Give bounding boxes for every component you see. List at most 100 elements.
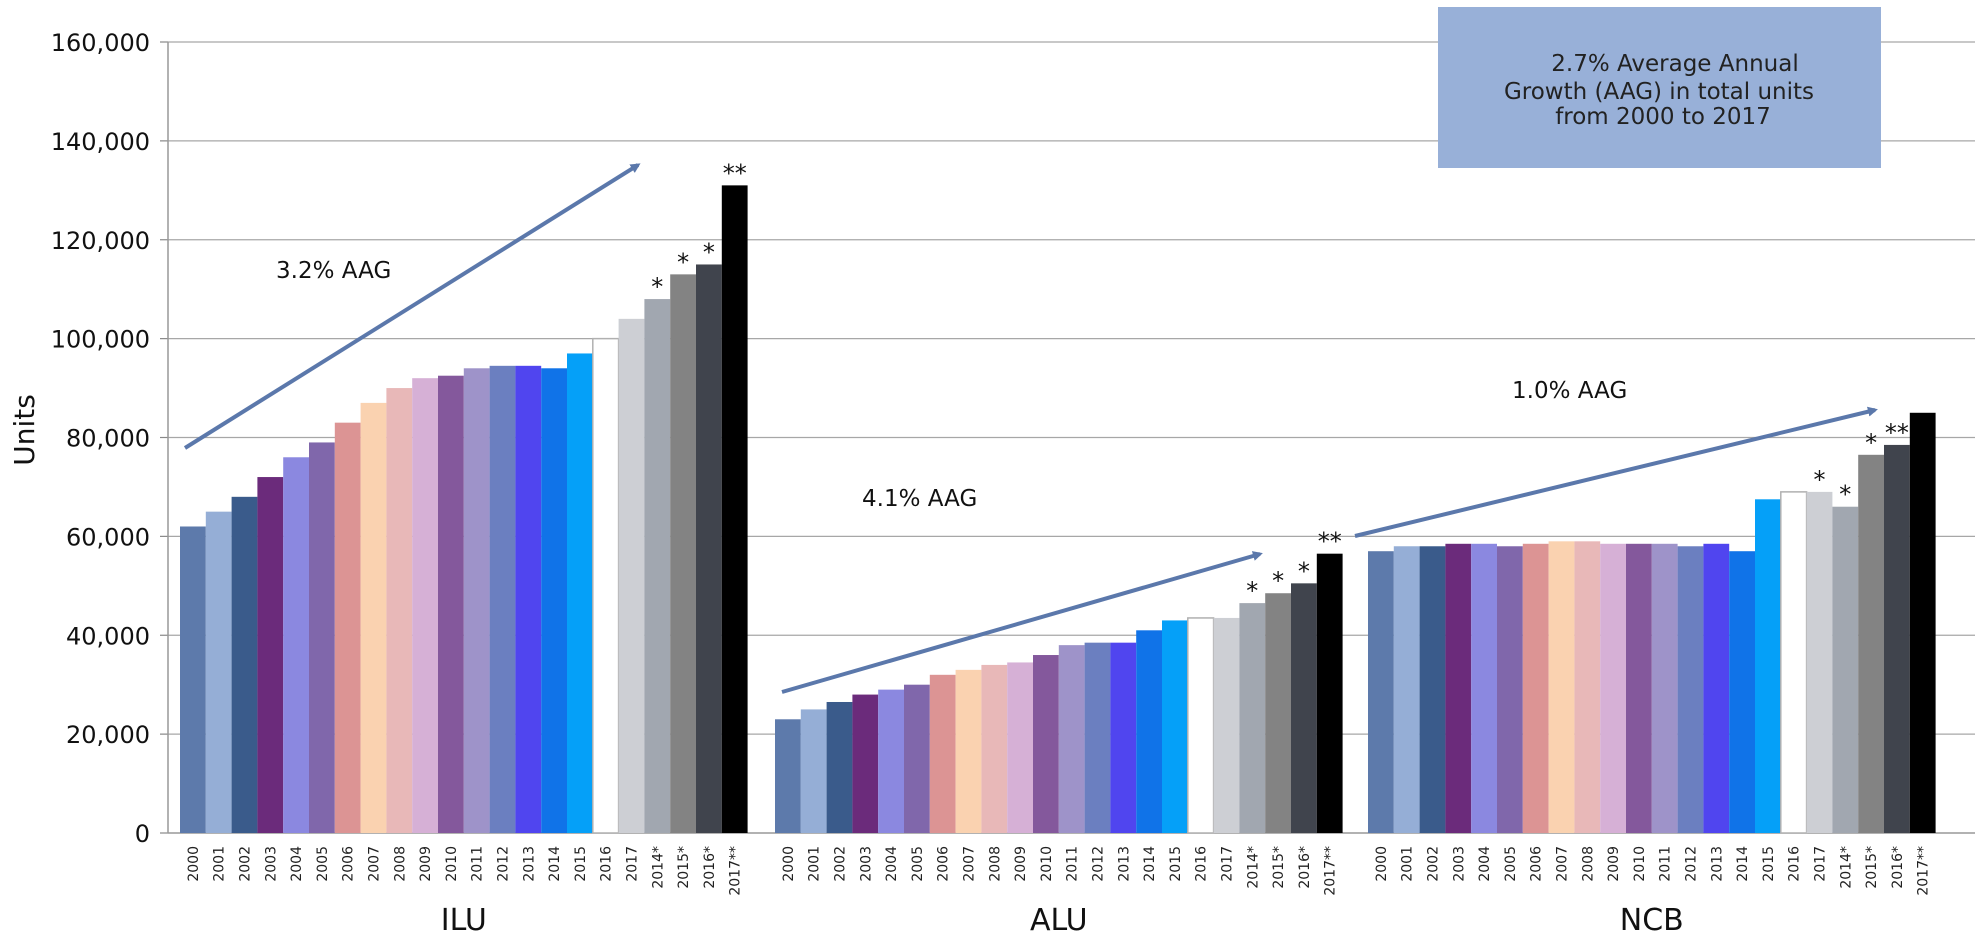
bar-ncb-2011 [1651, 543, 1678, 833]
bar-alu-2017ss [1316, 553, 1343, 833]
category-label: 2015* [1864, 846, 1880, 889]
bar-marker: ** [1885, 419, 1909, 447]
bar-ilu-2014s [644, 299, 671, 833]
bar-ncb-2013 [1703, 543, 1730, 833]
category-label: 2005 [910, 846, 926, 882]
group-label-ilu: ILU [441, 903, 487, 938]
bar-alu-2009 [1007, 662, 1033, 833]
bar-ilu-2017ss [721, 185, 748, 833]
category-label: 2015* [676, 846, 692, 889]
group-label-alu: ALU [1030, 903, 1088, 938]
category-label: 2000 [1374, 846, 1390, 882]
bar-alu-2001 [800, 709, 827, 833]
bar-marker: ** [723, 159, 747, 187]
bar-ncb-2005 [1497, 546, 1523, 833]
category-label: 2007 [1555, 846, 1571, 882]
bar-marker: * [1246, 577, 1258, 605]
category-label: 2010 [1039, 846, 1055, 882]
bar-ilu-2009 [412, 378, 438, 833]
bar-alu-2014 [1136, 630, 1162, 833]
y-tick-label: 60,000 [66, 523, 150, 551]
bar-ncb-2015 [1755, 499, 1781, 833]
category-label: 2009 [418, 846, 434, 882]
bar-ilu-2003 [257, 477, 284, 833]
category-label: 2014 [547, 846, 563, 882]
category-label: 2009 [1606, 846, 1622, 882]
bars [180, 185, 1936, 834]
bar-alu-2002 [826, 701, 853, 833]
ncb-growth-annotation: 1.0% AAG [1512, 378, 1627, 404]
bar-ilu-2000 [180, 526, 206, 833]
category-label: 2016* [1890, 846, 1906, 889]
category-label: 2008 [392, 846, 408, 882]
category-label: 2010 [444, 846, 460, 882]
y-tick-label: 80,000 [66, 425, 150, 453]
y-tick-label: 120,000 [51, 227, 150, 255]
bar-ncb-2010 [1626, 543, 1652, 833]
category-label: 2011 [470, 846, 486, 882]
bar-ncb-2017 [1806, 491, 1833, 833]
bar-ilu-2010 [438, 375, 464, 833]
y-tick-label: 100,000 [51, 326, 150, 354]
bar-ilu-2011 [463, 368, 490, 833]
category-label: 2013 [1116, 846, 1132, 882]
category-label: 2005 [1503, 846, 1519, 882]
bar-ilu-2008 [386, 388, 413, 833]
category-label: 2001 [212, 846, 228, 882]
alu-growth-annotation: 4.1% AAG [862, 486, 977, 512]
category-label: 2002 [833, 846, 849, 882]
bar-marker: * [651, 273, 663, 301]
bar-marker: * [677, 248, 689, 276]
bar-ilu-2005 [309, 442, 335, 833]
bar-ilu-2015 [567, 353, 593, 833]
category-label: 2016* [1297, 846, 1313, 889]
category-label: 2002 [238, 846, 254, 882]
bar-alu-2003 [852, 694, 879, 833]
y-axis-label: Units [8, 394, 41, 466]
category-label: 2006 [1529, 846, 1545, 882]
bar-marker: ** [1318, 528, 1342, 556]
category-label: 2008 [1580, 846, 1596, 882]
y-tick-label: 40,000 [66, 622, 150, 650]
category-label: 2014 [1142, 846, 1158, 882]
bar-ilu-2004 [283, 457, 309, 833]
bar-alu-2014s [1239, 603, 1266, 833]
bar-alu-2012 [1084, 642, 1111, 833]
y-tick-label: 140,000 [51, 128, 150, 156]
summary-box: 2.7% Average Annual Growth (AAG) in tota… [1438, 7, 1881, 168]
bar-ncb-2014 [1729, 551, 1755, 833]
bar-ilu-2016s [696, 264, 722, 833]
category-label: 2001 [1400, 846, 1416, 882]
bar-ncb-2000 [1368, 551, 1394, 833]
category-label: 2010 [1632, 846, 1648, 882]
bar-marker: * [1814, 466, 1826, 494]
bar-marker: * [1839, 481, 1851, 509]
category-label: 2017** [1323, 846, 1339, 896]
category-label: 2011 [1658, 846, 1674, 882]
category-label: 2014* [1838, 846, 1854, 889]
bar-ncb-2014s [1832, 506, 1859, 833]
ilu-growth-arrow [183, 163, 641, 450]
category-label: 2017** [1916, 846, 1932, 896]
bar-ilu-2012 [489, 365, 516, 833]
category-label: 2014 [1735, 846, 1751, 882]
bar-ilu-2002 [231, 496, 258, 833]
category-label: 2001 [807, 846, 823, 882]
bar-alu-2007 [955, 669, 982, 833]
category-label: 2003 [1451, 846, 1467, 882]
y-tick-label: 0 [135, 820, 150, 848]
category-label: 2012 [1091, 846, 1107, 882]
bar-ncb-2015s [1858, 454, 1884, 833]
bar-alu-2013 [1110, 642, 1137, 833]
summary-box-line-3: from 2000 to 2017 [1555, 104, 1771, 130]
y-tick-label: 160,000 [51, 29, 150, 57]
bar-alu-2006 [929, 674, 956, 833]
bar-marker: * [1272, 567, 1284, 595]
y-tick-label: 20,000 [66, 721, 150, 749]
bar-ilu-2014 [541, 368, 567, 833]
category-label: 2017** [728, 846, 744, 896]
summary-box-bg [1438, 7, 1881, 168]
bar-ncb-2002 [1419, 546, 1446, 833]
bar-marker: * [703, 238, 715, 266]
